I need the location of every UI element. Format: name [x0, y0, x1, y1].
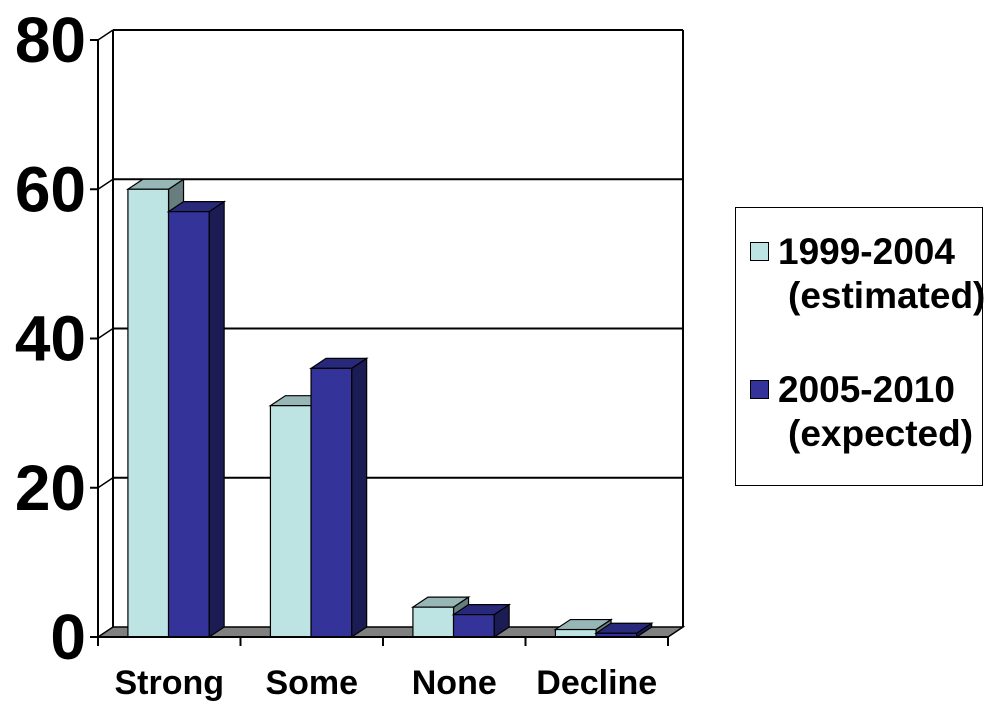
legend-label-line-1: 2005-2010 — [778, 369, 955, 410]
bar-side — [208, 200, 225, 639]
legend-label-line-2: (estimated) — [788, 275, 986, 316]
bar-side — [351, 357, 368, 639]
legend-item-series-1: 1999-2004 (estimated) — [750, 230, 985, 318]
x-category-label: None — [412, 664, 497, 702]
bar-front — [412, 606, 455, 638]
bars — [125, 178, 654, 639]
bar-front — [310, 367, 353, 638]
bar-some-series-2 — [309, 357, 369, 639]
bar-strong-series-2 — [166, 200, 227, 639]
legend-label-line-1: 1999-2004 — [778, 231, 955, 272]
y-tick-label: 0 — [50, 601, 86, 673]
legend-label-series-2: 2005-2010 (expected) — [778, 368, 973, 456]
bar-front — [554, 628, 597, 638]
legend-swatch-series-2 — [750, 380, 769, 399]
y-tick-label: 40 — [15, 303, 86, 375]
legend-label-series-1: 1999-2004 (estimated) — [778, 230, 985, 318]
legend-swatch-series-1 — [750, 242, 769, 261]
bar-front — [127, 188, 170, 638]
gridline-side — [97, 178, 114, 190]
legend: 1999-2004 (estimated) 2005-2010 (expecte… — [735, 207, 985, 486]
x-category-label: Decline — [536, 664, 657, 702]
bar-none-series-2 — [451, 603, 512, 639]
bar-front — [167, 211, 210, 638]
y-tick-label: 20 — [15, 452, 86, 524]
bar-front — [269, 405, 312, 638]
x-category-label: Strong — [114, 664, 224, 702]
legend-label-line-2: (expected) — [788, 413, 974, 454]
gridline-side — [97, 477, 114, 489]
y-tick-label: 80 — [15, 4, 86, 76]
axes: 0 20 40 60 80 Strong Some None Decline — [15, 4, 669, 702]
gridline-side — [97, 327, 114, 340]
bar-front — [452, 614, 495, 638]
x-category-label: Some — [265, 664, 358, 702]
gridline-side — [97, 29, 114, 41]
legend-item-series-2: 2005-2010 (expected) — [750, 368, 973, 456]
y-tick-label: 60 — [15, 153, 86, 225]
